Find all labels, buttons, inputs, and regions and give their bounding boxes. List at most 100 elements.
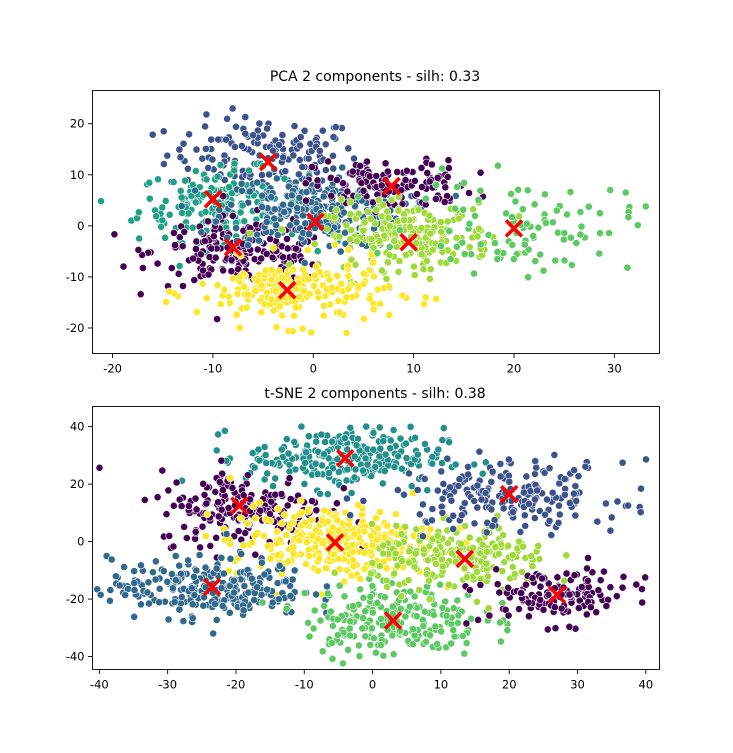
scatter-point: [460, 499, 469, 507]
scatter-point: [201, 532, 210, 540]
scatter-point: [242, 303, 251, 312]
scatter-point: [338, 163, 347, 172]
scatter-point: [304, 618, 312, 627]
scatter-point: [478, 469, 487, 478]
scatter-point: [279, 200, 287, 209]
scatter-point: [328, 654, 337, 663]
scatter-point: [305, 230, 313, 238]
scatter-point: [461, 522, 469, 530]
scatter-point: [239, 541, 248, 550]
scatter-point: [470, 496, 479, 505]
scatter-point: [261, 451, 270, 459]
scatter-point: [294, 170, 303, 179]
scatter-point: [539, 266, 548, 275]
scatter-point: [263, 469, 272, 478]
scatter-point: [366, 532, 375, 540]
scatter-point: [606, 583, 615, 592]
scatter-point: [266, 517, 275, 525]
scatter-point: [271, 474, 280, 483]
scatter-point: [292, 244, 300, 253]
scatter-point: [333, 631, 342, 639]
scatter-point: [448, 549, 456, 558]
scatter-point: [540, 468, 549, 477]
scatter-point: [493, 161, 502, 170]
scatter-point: [375, 562, 384, 570]
scatter-point: [389, 650, 398, 659]
scatter-point: [551, 256, 560, 265]
scatter-point: [274, 595, 283, 604]
scatter-point: [522, 472, 531, 481]
scatter-point: [369, 445, 378, 454]
scatter-point: [460, 564, 469, 573]
scatter-point: [179, 617, 188, 625]
scatter-point: [576, 230, 585, 239]
scatter-point: [188, 614, 197, 623]
scatter-point: [165, 532, 174, 540]
scatter-point: [258, 203, 266, 211]
scatter-point: [229, 576, 238, 585]
scatter-point: [270, 214, 279, 223]
y-tick-label: 20: [70, 477, 85, 491]
scatter-point: [624, 213, 633, 222]
scatter-point: [245, 187, 254, 196]
scatter-point: [312, 590, 320, 599]
scatter-point: [244, 290, 252, 299]
scatter-point: [421, 293, 430, 302]
scatter-point: [327, 607, 335, 616]
scatter-point: [493, 255, 502, 263]
scatter-point: [201, 122, 209, 131]
centroid-marker: [499, 484, 519, 504]
scatter-point: [425, 211, 434, 220]
scatter-point: [383, 583, 391, 591]
scatter-point: [304, 507, 313, 516]
scatter-point: [253, 583, 261, 592]
scatter-point: [428, 459, 437, 468]
scatter-point: [328, 437, 336, 446]
scatter-point: [250, 463, 259, 472]
scatter-point: [423, 556, 432, 565]
scatter-point: [583, 564, 591, 573]
scatter-point: [361, 632, 370, 641]
scatter-point: [438, 562, 447, 571]
scatter-point: [346, 210, 355, 218]
scatter-point: [418, 532, 427, 541]
scatter-point: [426, 631, 434, 640]
scatter-point: [343, 261, 352, 270]
scatter-point: [230, 142, 239, 151]
scatter-point: [348, 548, 357, 556]
scatter-point: [302, 538, 311, 547]
scatter-point: [551, 624, 560, 633]
scatter-point: [290, 311, 299, 320]
scatter-point: [443, 217, 452, 226]
scatter-point: [619, 572, 628, 581]
scatter-point: [518, 205, 527, 214]
scatter-point: [431, 622, 440, 631]
scatter-point: [484, 604, 493, 613]
scatter-point: [405, 547, 414, 556]
scatter-point: [457, 511, 466, 520]
scatter-point: [215, 478, 224, 486]
scatter-point: [312, 506, 321, 515]
scatter-point: [237, 550, 246, 558]
scatter-point: [411, 433, 419, 442]
scatter-point: [508, 213, 516, 221]
scatter-point: [596, 576, 605, 585]
scatter-point: [409, 625, 418, 634]
scatter-point: [437, 627, 446, 636]
scatter-point: [269, 243, 278, 252]
scatter-point: [218, 602, 227, 610]
scatter-point: [130, 586, 139, 594]
scatter-point: [249, 131, 257, 140]
scatter-point: [240, 217, 249, 226]
scatter-point: [354, 192, 362, 201]
scatter-point: [295, 155, 304, 164]
scatter-point: [402, 454, 411, 462]
scatter-point: [382, 274, 391, 283]
scatter-point: [359, 186, 368, 195]
scatter-point: [298, 162, 307, 171]
scatter-point: [324, 517, 332, 526]
scatter-point: [565, 499, 574, 507]
scatter-point: [369, 305, 378, 314]
scatter-point: [310, 240, 319, 249]
scatter-point: [246, 229, 255, 238]
